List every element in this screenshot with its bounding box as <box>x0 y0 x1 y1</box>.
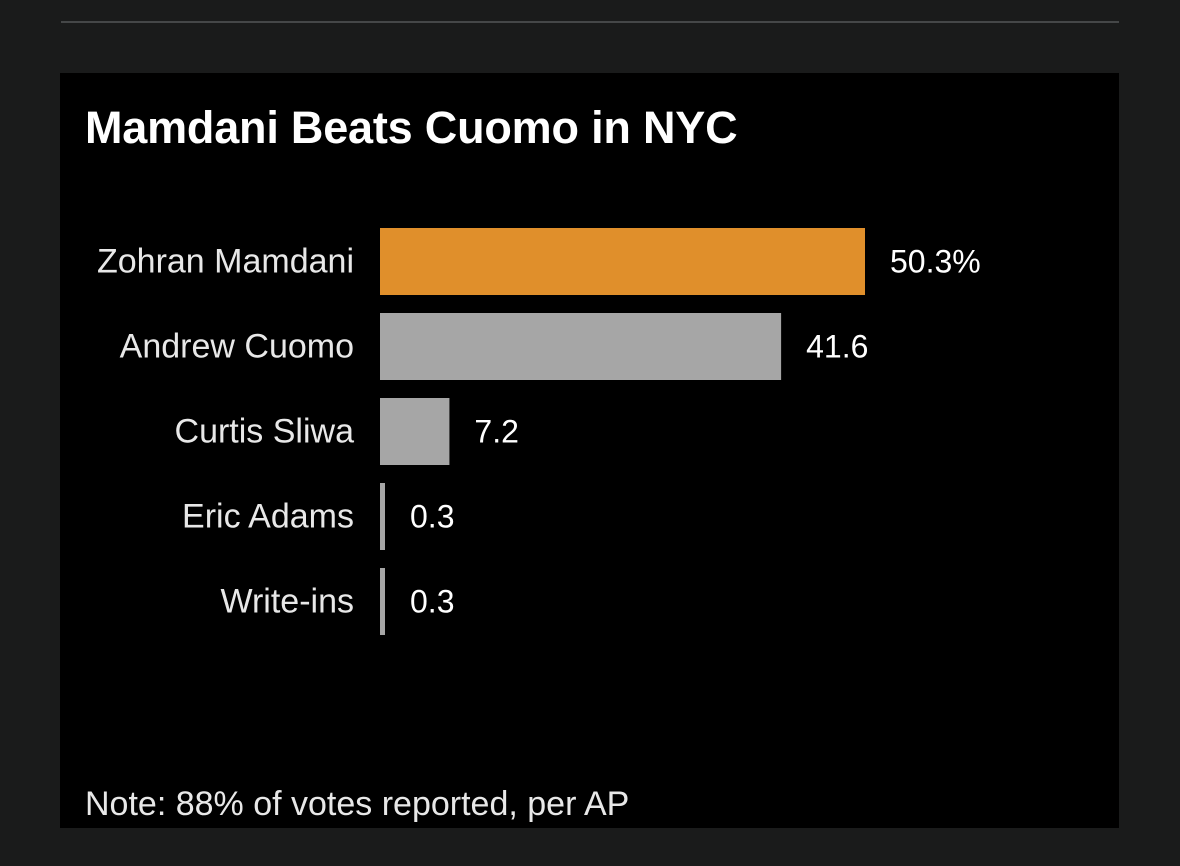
category-label: Zohran Mamdani <box>97 243 354 281</box>
chart-card: Mamdani Beats Cuomo in NYC Zohran Mamdan… <box>60 73 1119 828</box>
value-label: 7.2 <box>474 414 518 450</box>
bar-andrew-cuomo <box>380 313 782 380</box>
category-label: Write-ins <box>221 583 355 621</box>
bar-curtis-sliwa <box>380 398 450 465</box>
category-label: Andrew Cuomo <box>120 328 354 366</box>
value-label: 50.3% <box>890 244 981 280</box>
value-label: 41.6 <box>806 329 868 365</box>
bar-chart: Zohran Mamdani 50.3% Andrew Cuomo 41.6 Curti… <box>97 228 981 635</box>
category-label: Curtis Sliwa <box>175 413 355 451</box>
value-label: 0.3 <box>410 499 454 535</box>
bar-write-ins <box>380 568 385 635</box>
chart-title: Mamdani Beats Cuomo in NYC <box>85 102 738 153</box>
chart-note: Note: 88% of votes reported, per AP <box>85 785 630 823</box>
top-divider <box>61 21 1119 23</box>
bar-zohran-mamdani <box>380 228 865 295</box>
category-label: Eric Adams <box>182 498 354 536</box>
value-label: 0.3 <box>410 584 454 620</box>
bar-eric-adams <box>380 483 385 550</box>
